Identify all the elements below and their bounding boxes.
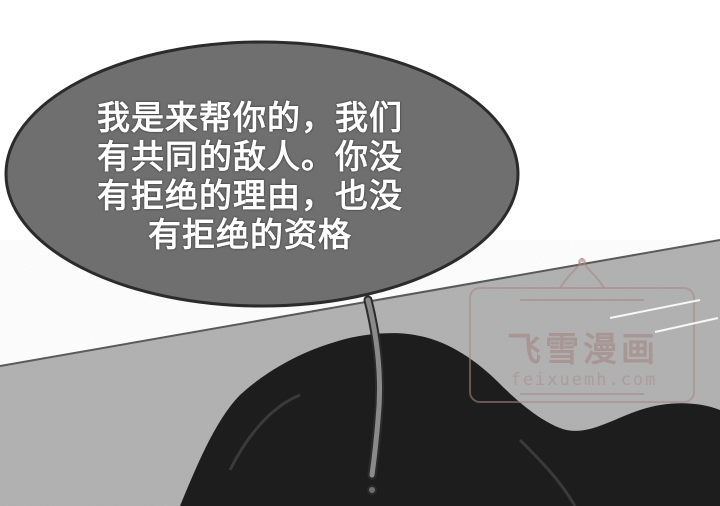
light-streaks xyxy=(609,299,719,333)
speech-bubble-dot xyxy=(367,485,377,495)
silhouette-fold xyxy=(228,393,577,506)
speech-bubble xyxy=(4,40,520,308)
watermark-title: 飞雪漫画 xyxy=(507,330,659,370)
dialogue-line-2: 有共同的敌人。你没 xyxy=(97,137,403,176)
watermark-url: feixuemh.com xyxy=(510,370,658,390)
watermark-frame xyxy=(469,257,695,403)
dark-silhouette xyxy=(180,333,720,506)
ground-edge xyxy=(0,239,720,367)
dialogue-line-4: 有拒绝的资格 xyxy=(148,215,352,254)
dialogue-line-1: 我是来帮你的，我们 xyxy=(97,98,403,137)
speech-bubble-tail-fill xyxy=(365,297,383,478)
speech-bubble-text: 我是来帮你的，我们 有共同的敌人。你没 有拒绝的理由，也没 有拒绝的资格 xyxy=(70,98,430,254)
dialogue-line-3: 有拒绝的理由，也没 xyxy=(97,176,403,215)
